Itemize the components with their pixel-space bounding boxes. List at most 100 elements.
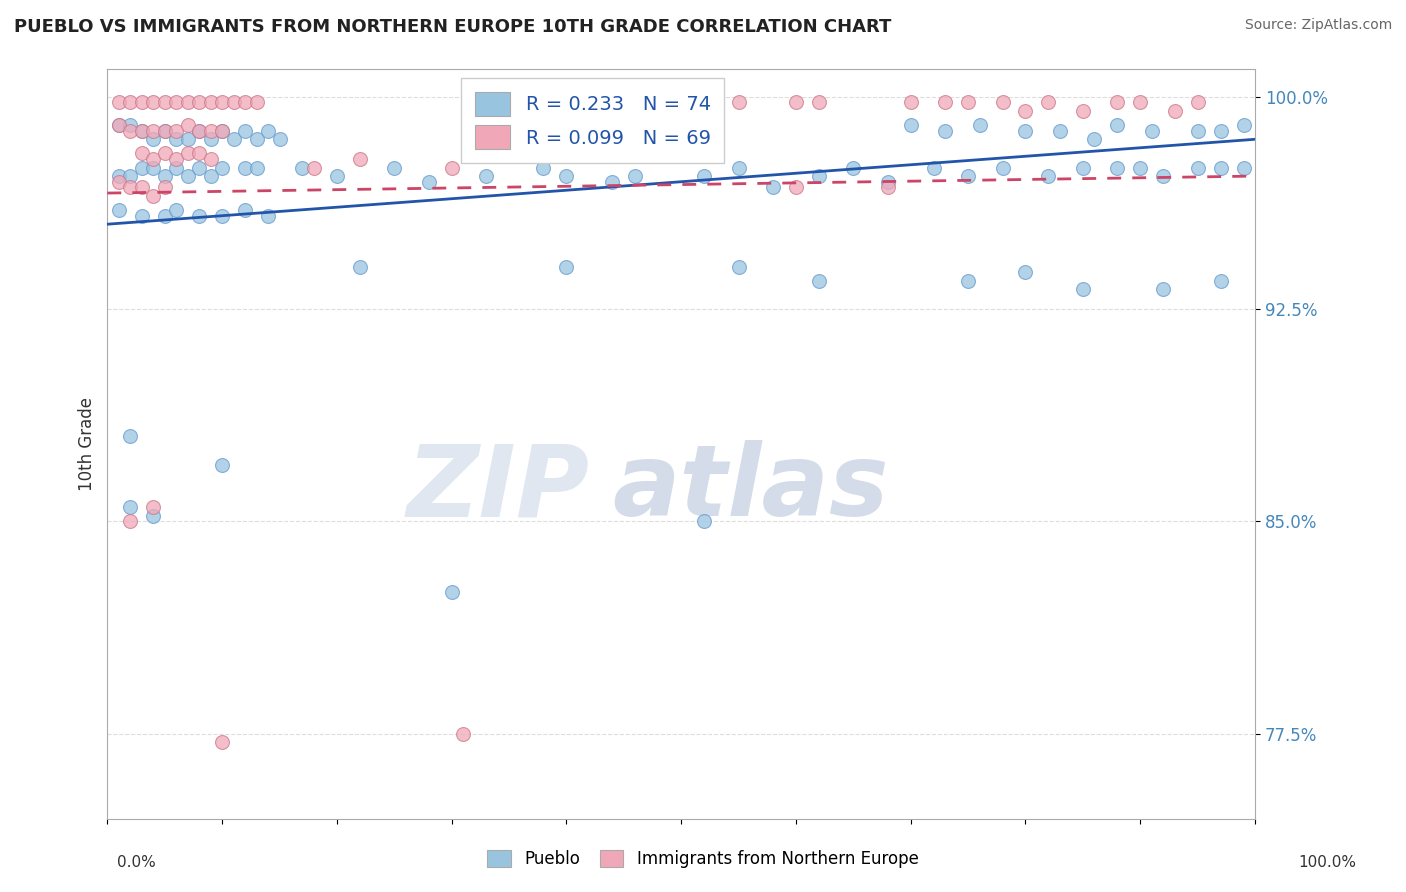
- Point: [727, 95, 749, 110]
- Point: [131, 124, 153, 138]
- Point: [1038, 95, 1060, 110]
- Point: [211, 209, 233, 223]
- Point: [153, 95, 176, 110]
- Point: [475, 169, 498, 183]
- Point: [200, 169, 222, 183]
- Point: [108, 118, 131, 132]
- Point: [1187, 161, 1209, 175]
- Legend: Pueblo, Immigrants from Northern Europe: Pueblo, Immigrants from Northern Europe: [481, 843, 925, 875]
- Point: [108, 118, 131, 132]
- Text: 0.0%: 0.0%: [117, 855, 156, 870]
- Point: [177, 146, 200, 161]
- Point: [142, 161, 165, 175]
- Point: [382, 161, 405, 175]
- Point: [188, 146, 211, 161]
- Point: [211, 124, 233, 138]
- Point: [922, 161, 945, 175]
- Point: [222, 95, 245, 110]
- Point: [1187, 124, 1209, 138]
- Point: [120, 95, 142, 110]
- Point: [142, 189, 165, 203]
- Point: [165, 152, 187, 166]
- Point: [120, 515, 142, 529]
- Point: [165, 95, 187, 110]
- Point: [153, 146, 176, 161]
- Point: [211, 124, 233, 138]
- Point: [326, 169, 349, 183]
- Point: [302, 161, 325, 175]
- Point: [1129, 95, 1152, 110]
- Text: Source: ZipAtlas.com: Source: ZipAtlas.com: [1244, 18, 1392, 32]
- Point: [440, 161, 463, 175]
- Point: [1049, 124, 1071, 138]
- Point: [418, 175, 440, 189]
- Point: [108, 95, 131, 110]
- Point: [108, 169, 131, 183]
- Text: PUEBLO VS IMMIGRANTS FROM NORTHERN EUROPE 10TH GRADE CORRELATION CHART: PUEBLO VS IMMIGRANTS FROM NORTHERN EUROP…: [14, 18, 891, 36]
- Point: [131, 180, 153, 194]
- Point: [727, 161, 749, 175]
- Point: [349, 152, 371, 166]
- Point: [131, 161, 153, 175]
- Point: [165, 202, 187, 217]
- Point: [211, 161, 233, 175]
- Point: [807, 274, 830, 288]
- Point: [269, 132, 291, 146]
- Point: [1071, 161, 1094, 175]
- Point: [233, 124, 256, 138]
- Point: [233, 161, 256, 175]
- Point: [934, 124, 956, 138]
- Point: [108, 175, 131, 189]
- Point: [120, 124, 142, 138]
- Point: [188, 209, 211, 223]
- Point: [131, 95, 153, 110]
- Point: [876, 180, 898, 194]
- Point: [555, 260, 578, 274]
- Point: [440, 585, 463, 599]
- Point: [200, 132, 222, 146]
- Point: [1232, 118, 1254, 132]
- Point: [785, 180, 807, 194]
- Point: [222, 132, 245, 146]
- Point: [200, 95, 222, 110]
- Point: [257, 124, 280, 138]
- Point: [957, 169, 980, 183]
- Point: [349, 260, 371, 274]
- Point: [211, 735, 233, 749]
- Point: [120, 118, 142, 132]
- Point: [120, 180, 142, 194]
- Point: [1014, 265, 1036, 279]
- Point: [1187, 95, 1209, 110]
- Point: [142, 508, 165, 523]
- Point: [842, 161, 865, 175]
- Y-axis label: 10th Grade: 10th Grade: [79, 397, 96, 491]
- Point: [1232, 161, 1254, 175]
- Point: [177, 118, 200, 132]
- Point: [142, 124, 165, 138]
- Point: [1071, 282, 1094, 296]
- Point: [188, 95, 211, 110]
- Point: [1209, 124, 1232, 138]
- Point: [131, 146, 153, 161]
- Point: [233, 95, 256, 110]
- Point: [245, 95, 267, 110]
- Point: [211, 458, 233, 472]
- Point: [1014, 124, 1036, 138]
- Point: [120, 500, 142, 515]
- Point: [991, 95, 1014, 110]
- Point: [165, 161, 187, 175]
- Point: [876, 175, 898, 189]
- Point: [1152, 282, 1174, 296]
- Point: [1129, 161, 1152, 175]
- Point: [934, 95, 956, 110]
- Point: [245, 161, 267, 175]
- Point: [188, 124, 211, 138]
- Point: [624, 169, 647, 183]
- Point: [533, 161, 555, 175]
- Point: [142, 152, 165, 166]
- Point: [991, 161, 1014, 175]
- Point: [1152, 169, 1174, 183]
- Point: [1083, 132, 1105, 146]
- Point: [177, 95, 200, 110]
- Point: [120, 169, 142, 183]
